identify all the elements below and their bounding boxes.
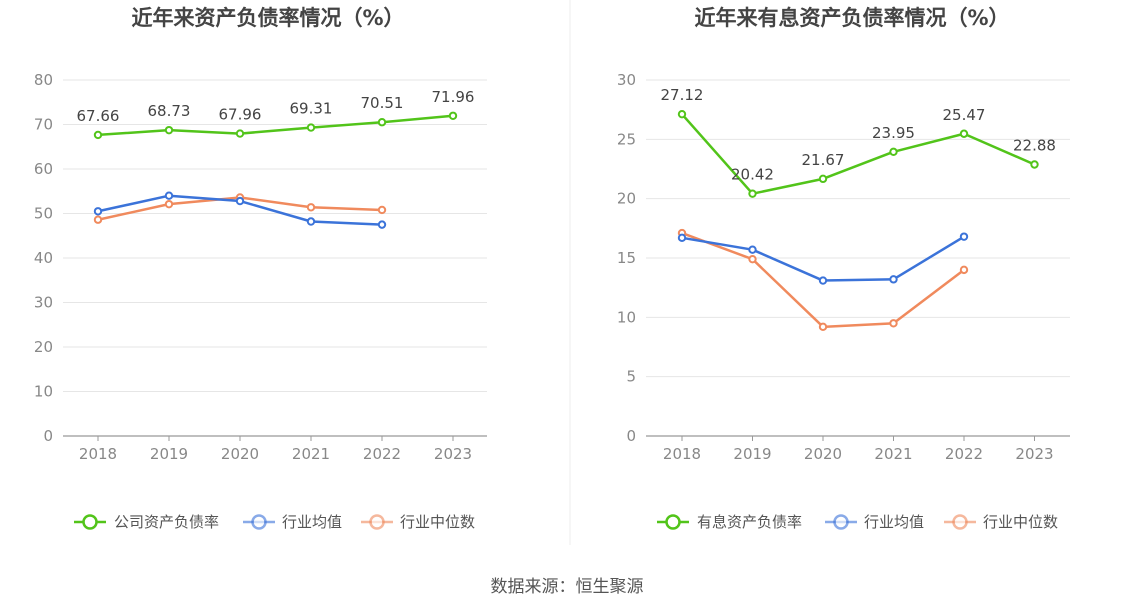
- data-point[interactable]: [377, 118, 387, 127]
- data-point[interactable]: [235, 129, 245, 138]
- x-tick-label: 2023: [434, 445, 472, 463]
- data-point[interactable]: [959, 232, 969, 241]
- data-point[interactable]: [818, 322, 828, 332]
- legend-label: 有息资产负债率: [697, 513, 802, 531]
- chart-title: 近年来有息资产负债率情况（%）: [694, 6, 1009, 30]
- data-point[interactable]: [93, 207, 103, 216]
- legend-item-0[interactable]: 公司资产负债率: [74, 513, 219, 531]
- x-tick-label: 2020: [804, 445, 842, 463]
- x-tick-label: 2021: [292, 445, 330, 463]
- data-point[interactable]: [164, 199, 174, 209]
- data-point[interactable]: [889, 319, 898, 328]
- legend-label: 行业均值: [282, 513, 342, 531]
- x-tick-label: 2018: [79, 445, 117, 463]
- chart-interest-bearing-debt-ratio: 近年来有息资产负债率情况（%） 0 5 10 15 20 25 30 2018 2019 2020 2…: [617, 6, 1070, 531]
- legend-item-2[interactable]: 行业中位数: [361, 513, 475, 531]
- legend-label: 行业中位数: [400, 513, 475, 531]
- legend-item-2[interactable]: 行业中位数: [944, 513, 1058, 531]
- y-tick-label: 10: [617, 308, 636, 326]
- legend-item-1[interactable]: 行业均值: [825, 513, 924, 531]
- data-point[interactable]: [748, 189, 757, 198]
- x-tick-label: 2019: [733, 445, 771, 463]
- data-point[interactable]: [164, 191, 174, 200]
- legend-item-1[interactable]: 行业均值: [243, 513, 342, 531]
- series-line-0: [97, 114, 454, 137]
- data-label: 25.47: [943, 106, 986, 124]
- y-tick-label: 25: [617, 130, 636, 148]
- data-point[interactable]: [818, 276, 828, 285]
- legend-marker: [251, 514, 267, 530]
- y-tick-label: 5: [626, 368, 636, 386]
- data-label: 27.12: [661, 86, 704, 104]
- legend-label: 行业中位数: [983, 513, 1058, 531]
- y-tick-label: 80: [34, 71, 53, 89]
- data-point[interactable]: [748, 254, 757, 264]
- data-point[interactable]: [677, 109, 687, 119]
- y-tick-label: 0: [43, 427, 53, 445]
- data-label: 20.42: [731, 166, 774, 184]
- data-point[interactable]: [677, 233, 687, 243]
- data-label: 67.96: [219, 106, 262, 124]
- legend-marker: [82, 514, 98, 530]
- legend-marker: [665, 514, 681, 530]
- data-point[interactable]: [93, 130, 103, 140]
- data-point[interactable]: [889, 275, 898, 284]
- legend-item-0[interactable]: 有息资产负债率: [657, 513, 802, 531]
- legend-label: 行业均值: [864, 513, 924, 531]
- data-point[interactable]: [306, 203, 316, 212]
- x-tick-label: 2023: [1015, 445, 1053, 463]
- data-label: 68.73: [148, 102, 191, 120]
- chart-debt-ratio: 近年来资产负债率情况（%） 0 10 20 30 40 50 60 70 80 2018 2019 20…: [34, 6, 487, 531]
- y-tick-label: 20: [617, 190, 636, 208]
- y-tick-label: 20: [34, 338, 53, 356]
- y-tick-label: 30: [34, 294, 53, 312]
- data-point[interactable]: [448, 111, 458, 120]
- data-point[interactable]: [959, 129, 969, 138]
- y-tick-label: 30: [617, 71, 636, 89]
- y-tick-label: 70: [34, 116, 53, 134]
- y-tick-label: 0: [626, 427, 636, 445]
- data-label: 22.88: [1013, 136, 1056, 154]
- data-source: 数据来源：恒生聚源: [491, 577, 644, 597]
- legend-marker: [952, 514, 968, 530]
- data-point[interactable]: [377, 205, 387, 215]
- x-tick-label: 2022: [363, 445, 401, 463]
- data-point[interactable]: [164, 125, 174, 135]
- data-point[interactable]: [818, 174, 828, 184]
- legend-label: 公司资产负债率: [114, 513, 219, 531]
- data-label: 21.67: [802, 151, 845, 169]
- y-tick-label: 15: [617, 249, 636, 267]
- y-tick-label: 40: [34, 249, 53, 267]
- x-tick-label: 2020: [221, 445, 259, 463]
- data-point[interactable]: [889, 147, 898, 156]
- data-point[interactable]: [1030, 160, 1039, 169]
- data-label: 67.66: [77, 107, 120, 125]
- y-tick-label: 10: [34, 383, 53, 401]
- data-point[interactable]: [93, 215, 103, 224]
- data-point[interactable]: [306, 217, 316, 226]
- data-label: 70.51: [361, 94, 404, 112]
- x-tick-label: 2018: [663, 445, 701, 463]
- data-point[interactable]: [377, 220, 387, 229]
- y-tick-label: 60: [34, 160, 53, 178]
- data-label: 69.31: [290, 100, 333, 118]
- data-label: 23.95: [872, 124, 915, 142]
- data-point[interactable]: [959, 265, 969, 275]
- x-tick-label: 2022: [945, 445, 983, 463]
- series-line-1: [681, 235, 965, 282]
- x-tick-label: 2019: [150, 445, 188, 463]
- legend-marker: [833, 514, 849, 530]
- data-point[interactable]: [306, 123, 316, 132]
- data-label: 71.96: [432, 88, 475, 106]
- data-point[interactable]: [235, 196, 245, 206]
- chart-title: 近年来资产负债率情况（%）: [131, 6, 404, 30]
- data-point[interactable]: [748, 245, 757, 254]
- y-tick-label: 50: [34, 205, 53, 223]
- legend-marker: [369, 514, 385, 530]
- x-tick-label: 2021: [874, 445, 912, 463]
- series-line-0: [681, 113, 1035, 195]
